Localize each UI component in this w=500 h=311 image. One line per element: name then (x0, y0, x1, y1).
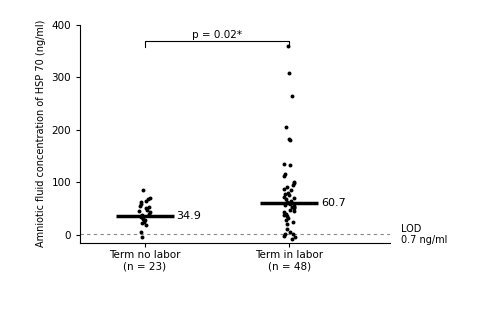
Point (288, 182, 296, 187)
Point (138, 212, 145, 217)
Point (280, 186, 288, 191)
Point (281, 231, 289, 236)
Point (290, 180, 298, 185)
Point (140, 188, 147, 193)
Point (280, 174, 288, 179)
Point (288, 204, 296, 209)
Point (284, 216, 292, 220)
Point (136, 203, 144, 208)
Point (285, 193, 293, 198)
Point (138, 221, 146, 226)
Point (280, 210, 288, 215)
Point (284, 71, 292, 76)
Point (286, 202, 294, 207)
Point (136, 230, 144, 234)
Point (282, 203, 290, 208)
Point (141, 217, 149, 222)
Point (146, 196, 154, 201)
Point (290, 205, 298, 210)
Text: 34.9: 34.9 (176, 211, 202, 221)
Point (280, 191, 288, 196)
Point (144, 211, 152, 216)
Point (288, 93, 296, 98)
Point (280, 212, 288, 217)
Point (288, 232, 296, 237)
Point (289, 219, 297, 224)
Point (290, 196, 298, 201)
Point (280, 233, 288, 238)
Point (283, 185, 291, 190)
Point (288, 236, 296, 241)
Point (145, 205, 153, 210)
Point (137, 200, 145, 205)
Point (286, 207, 294, 212)
Text: LOD
0.7 ng/ml: LOD 0.7 ng/ml (401, 224, 448, 245)
Point (284, 222, 292, 227)
Point (140, 219, 148, 224)
Point (282, 217, 290, 222)
Point (282, 211, 290, 216)
Point (142, 223, 150, 228)
Point (282, 125, 290, 130)
Point (283, 200, 291, 205)
Point (284, 190, 292, 195)
Point (144, 197, 152, 202)
Point (290, 181, 298, 186)
Point (290, 206, 298, 211)
Point (138, 235, 146, 240)
Point (284, 44, 292, 49)
Point (146, 210, 154, 215)
Text: p = 0.02*: p = 0.02* (192, 30, 242, 39)
Point (286, 162, 294, 167)
Point (283, 214, 291, 219)
Point (282, 197, 290, 202)
Point (286, 201, 294, 206)
Point (287, 188, 295, 193)
Text: 60.7: 60.7 (321, 198, 345, 208)
Point (290, 209, 298, 214)
Point (285, 136, 293, 141)
Point (286, 138, 294, 143)
Point (137, 214, 145, 219)
Point (286, 230, 294, 234)
Point (280, 161, 288, 166)
Y-axis label: Amniotic fluid concentration of HSP 70 (ng/ml): Amniotic fluid concentration of HSP 70 (… (36, 20, 46, 248)
Point (137, 202, 145, 207)
Point (142, 206, 150, 211)
Point (144, 207, 152, 212)
Point (290, 235, 298, 240)
Point (280, 194, 287, 199)
Point (136, 209, 143, 214)
Point (282, 227, 290, 232)
Point (142, 198, 150, 203)
Point (287, 198, 295, 203)
Point (138, 216, 146, 221)
Point (290, 203, 298, 208)
Point (282, 172, 290, 177)
Point (137, 213, 145, 218)
